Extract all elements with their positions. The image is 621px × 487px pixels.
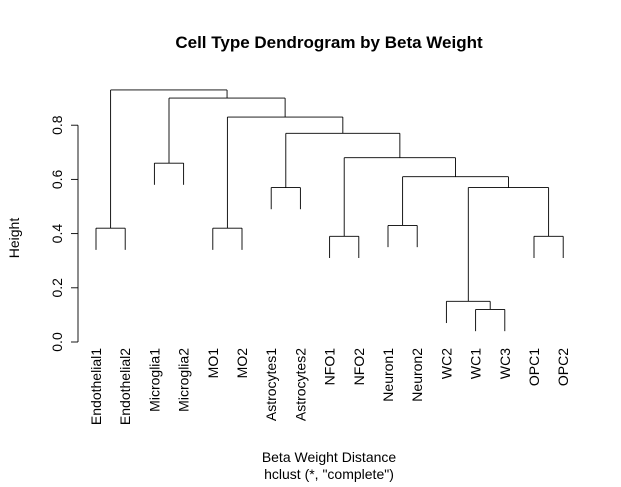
leaf-label: MO2 [234, 348, 250, 379]
leaf-label: WC1 [468, 348, 484, 379]
leaf-label: NFO2 [351, 348, 367, 386]
leaf-label: Endothelial2 [117, 348, 133, 425]
y-tick-label: 0.8 [49, 115, 65, 135]
y-tick-label: 0.6 [49, 169, 65, 189]
leaf-label: WC3 [497, 348, 513, 379]
leaf-label: OPC2 [555, 348, 571, 386]
leaf-label: WC2 [438, 348, 454, 379]
chart-title: Cell Type Dendrogram by Beta Weight [175, 33, 483, 52]
y-tick-label: 0.0 [49, 332, 65, 352]
leaf-labels: Endothelial1 Endothelial2 Microglia1 Microg… [88, 348, 571, 425]
leaf-label: Microglia1 [146, 348, 162, 412]
y-axis: 0.0 0.2 0.4 0.6 0.8 [49, 115, 79, 352]
leaf-label: OPC1 [526, 348, 542, 386]
hclust-method-label: hclust (*, "complete") [264, 466, 394, 482]
leaf-label: NFO1 [322, 348, 338, 386]
leaf-label: Neuron2 [409, 348, 425, 402]
y-tick-label: 0.4 [49, 224, 65, 244]
leaf-label: Astrocytes2 [292, 348, 308, 421]
y-tick-label: 0.2 [49, 278, 65, 298]
leaf-label: Astrocytes1 [263, 348, 279, 421]
leaf-label: Endothelial1 [88, 348, 104, 425]
leaf-label: Microglia2 [176, 348, 192, 412]
x-axis-label: Beta Weight Distance [262, 449, 397, 465]
dendrogram-branches [95, 89, 564, 332]
leaf-label: Neuron1 [380, 348, 396, 402]
leaf-label: MO1 [205, 348, 221, 379]
y-axis-label: Height [6, 218, 22, 259]
